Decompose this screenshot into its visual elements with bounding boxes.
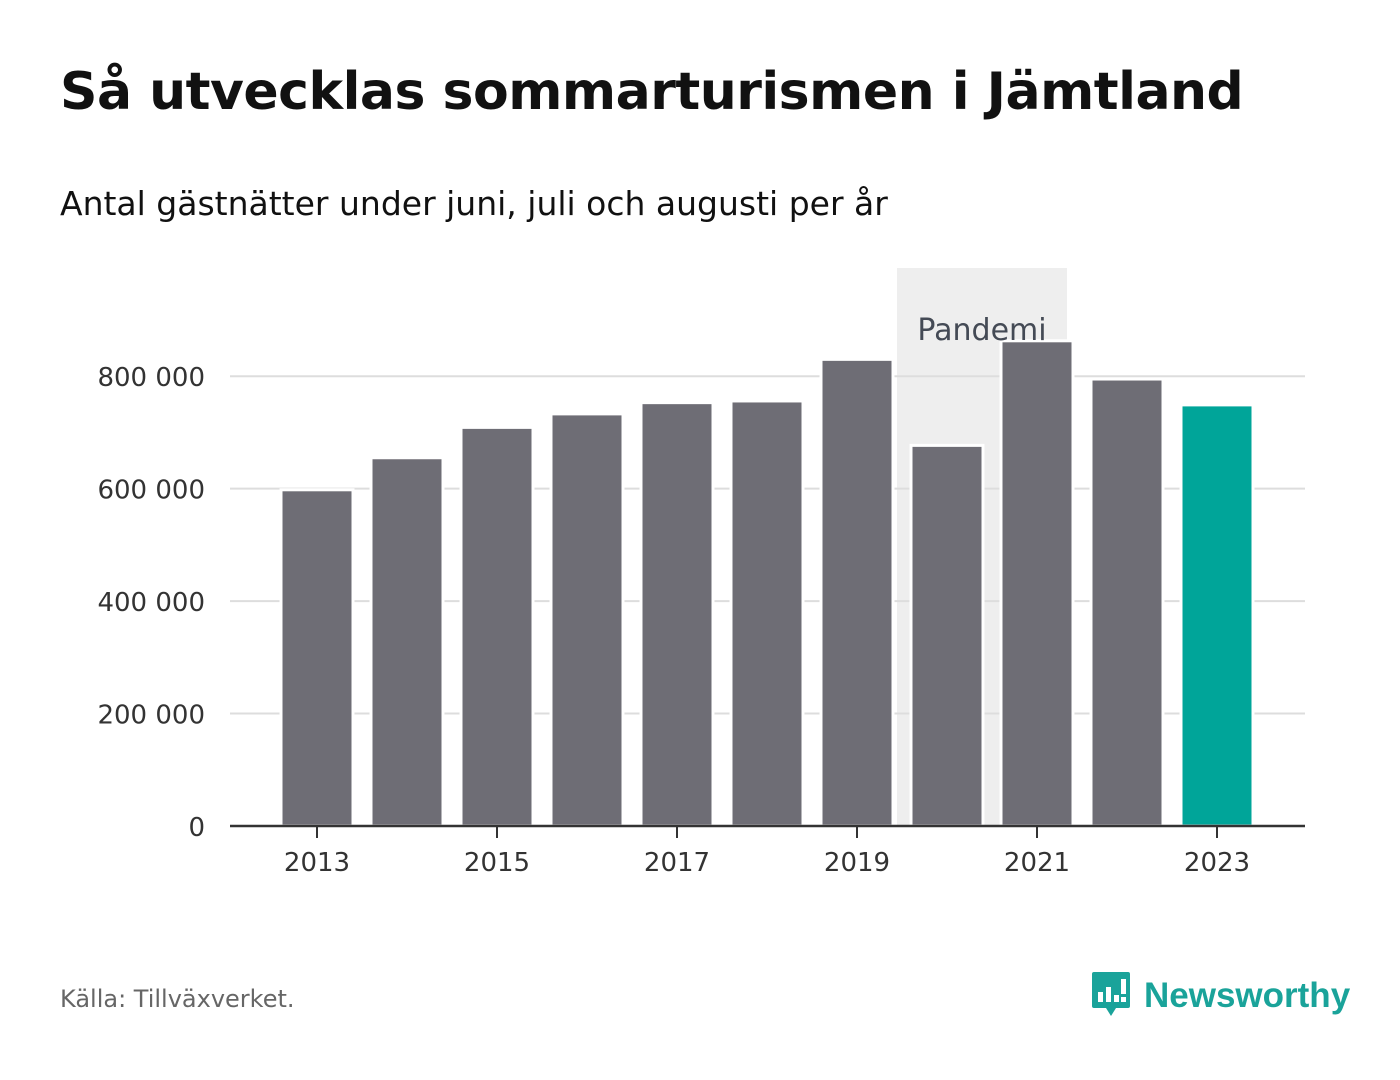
bar-2018 bbox=[729, 399, 805, 828]
y-tick-label: 800 000 bbox=[97, 363, 205, 393]
annotation-label: Pandemi bbox=[917, 313, 1046, 348]
brand-name: Newsworthy bbox=[1144, 976, 1351, 1015]
chart-subtitle: Antal gästnätter under juni, juli och au… bbox=[60, 184, 888, 223]
annotations: Pandemi bbox=[917, 313, 1046, 348]
bar-2020 bbox=[909, 443, 985, 828]
x-tick-label: 2023 bbox=[1184, 848, 1250, 878]
x-tick-label: 2013 bbox=[284, 848, 350, 878]
x-tick-label: 2017 bbox=[644, 848, 710, 878]
y-tick-label: 200 000 bbox=[97, 701, 205, 731]
x-tick-label: 2021 bbox=[1004, 848, 1070, 878]
bar-2023 bbox=[1179, 403, 1255, 828]
x-tick-label: 2015 bbox=[464, 848, 530, 878]
tick-labels: 0 200 000 400 000 600 000 800 000 2013 2015 201… bbox=[97, 363, 1250, 878]
newsworthy-logo: Newsworthy bbox=[1090, 970, 1350, 1022]
bar-2015 bbox=[459, 425, 535, 828]
y-tick-label: 600 000 bbox=[97, 476, 205, 506]
chart-title: Så utvecklas sommarturismen i Jämtland bbox=[60, 62, 1244, 122]
y-tick-label: 400 000 bbox=[97, 588, 205, 618]
source-note: Källa: Tillväxverket. bbox=[60, 985, 295, 1013]
bar-2014 bbox=[369, 456, 445, 828]
bar-2016 bbox=[549, 412, 625, 828]
y-tick-label: 0 bbox=[188, 813, 205, 843]
bar-2017 bbox=[639, 401, 715, 828]
bar-chart-speech-bubble-icon bbox=[1092, 972, 1130, 1016]
bar-2021 bbox=[999, 339, 1075, 828]
bar-2013 bbox=[279, 488, 355, 828]
bars bbox=[279, 339, 1255, 828]
axes bbox=[230, 824, 1305, 838]
bar-2022 bbox=[1089, 377, 1165, 828]
x-tick-label: 2019 bbox=[824, 848, 890, 878]
bar-2019 bbox=[819, 357, 895, 828]
